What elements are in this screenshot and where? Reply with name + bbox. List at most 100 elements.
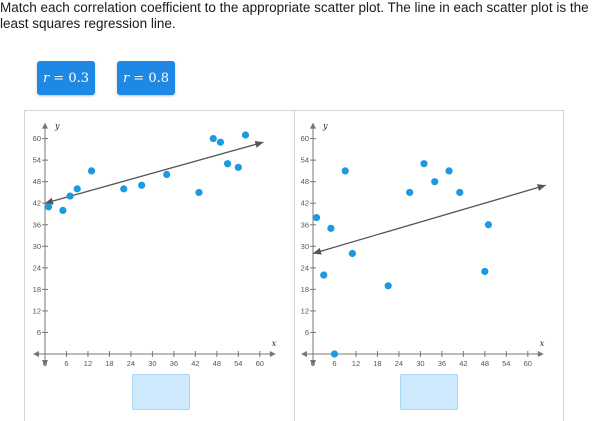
x-tick-label: 36 [170, 359, 178, 368]
y-tick-label: 60 [301, 134, 309, 143]
y-tick-label: 54 [33, 156, 41, 165]
data-point [481, 267, 489, 276]
x-tick-label: 30 [416, 359, 424, 368]
data-point [59, 206, 67, 214]
plots-workspace: 0 6 12 18 24 30 36 42 48 54 60 6 12 18 24 30 36 42 48 54 60 x… [24, 110, 564, 421]
y-tick-label: 30 [33, 242, 41, 251]
y-tick-label: 6 [37, 328, 41, 337]
tile-value: 0.8 [148, 70, 170, 86]
x-axis-arrow [269, 351, 276, 357]
data-point [330, 350, 339, 358]
data-point [406, 188, 414, 197]
data-point [66, 192, 74, 200]
x-tick-label: 60 [524, 359, 532, 368]
x-tick-label: 42 [191, 359, 199, 368]
tile-variable: r [42, 70, 50, 86]
x-tick-label: 6 [332, 359, 336, 368]
regression-line [312, 184, 546, 255]
data-point [341, 167, 349, 175]
x-tick-label: 18 [373, 359, 381, 368]
data-point [431, 178, 439, 186]
tile-equals: = [129, 70, 149, 86]
data-point [216, 138, 225, 146]
y-axis-label: y [54, 122, 60, 131]
data-point [312, 213, 321, 222]
data-point [484, 221, 493, 229]
regression-arrow-start [45, 197, 54, 205]
data-point [163, 170, 171, 179]
x-tick-label: 48 [481, 359, 489, 368]
answer-drop-zone-1[interactable] [132, 374, 190, 410]
scatter-plot-panel-1: 0 6 12 18 24 30 36 42 48 54 60 6 12 18 24 30 36 42 48 54 60 x… [25, 111, 293, 421]
scatter-plot-1: 0 6 12 18 24 30 36 42 48 54 60 6 12 18 24 30 36 42 48 54 60 x… [33, 122, 277, 368]
x-axis-arrow [537, 351, 544, 357]
answer-tile-r-0-3[interactable]: r = 0.3 [37, 61, 95, 95]
answer-drop-zone-2[interactable] [400, 374, 458, 410]
instructions-text: Match each correlation coefficient to th… [0, 0, 589, 31]
y-tick-label: 42 [301, 199, 309, 208]
x-tick-label: 0 [311, 359, 315, 368]
x-tick-label: 18 [105, 359, 113, 368]
x-tick-label: 6 [64, 359, 68, 368]
y-axis-arrow [42, 122, 48, 129]
y-tick-label: 48 [33, 177, 41, 186]
data-point [445, 167, 453, 175]
data-point [87, 167, 96, 175]
data-point [456, 188, 464, 197]
x-tick-label: 12 [84, 359, 92, 368]
data-point [138, 181, 146, 189]
x-axis-label: x [272, 339, 277, 348]
data-point [420, 160, 428, 168]
y-tick-label: 24 [301, 263, 309, 272]
x-tick-label: 54 [502, 359, 510, 368]
data-point [195, 188, 203, 197]
x-tick-label: 12 [352, 359, 360, 368]
data-point [320, 271, 328, 279]
data-point [73, 185, 81, 193]
x-tick-label: 24 [395, 359, 403, 368]
x-tick-label: 36 [438, 359, 446, 368]
x-tick-label: 60 [256, 359, 264, 368]
y-tick-label: 54 [301, 156, 309, 165]
x-tick-label: 24 [127, 359, 135, 368]
data-point [120, 185, 128, 193]
y-tick-label: 18 [33, 285, 41, 294]
y-tick-label: 12 [301, 306, 309, 315]
x-axis-arrow-left [33, 351, 39, 357]
y-axis-arrow [310, 122, 316, 129]
y-tick-label: 60 [33, 134, 41, 143]
x-tick-label: 42 [459, 359, 467, 368]
x-tick-label: 0 [43, 359, 47, 368]
y-axis-label: y [322, 122, 328, 131]
y-tick-label: 6 [305, 328, 309, 337]
data-point [384, 282, 392, 290]
y-tick-label: 30 [301, 242, 309, 251]
y-tick-label: 36 [33, 220, 41, 229]
x-tick-label: 54 [234, 359, 242, 368]
y-axis-arrow-down [42, 360, 48, 366]
data-point [234, 163, 242, 171]
regression-arrow-start [313, 247, 322, 255]
answer-tile-r-0-8[interactable]: r = 0.8 [117, 61, 175, 95]
data-point [44, 203, 53, 211]
y-tick-label: 48 [301, 177, 309, 186]
x-tick-label: 30 [148, 359, 156, 368]
data-point [223, 160, 232, 168]
scatter-plot-panel-2: 0 6 12 18 24 30 36 42 48 54 60 6 12 18 24 30 36 42 48 54 60 x… [294, 111, 563, 421]
tile-variable: r [122, 70, 130, 86]
x-axis-label: x [540, 339, 545, 348]
data-point [241, 131, 250, 139]
tile-equals: = [49, 70, 69, 86]
scatter-plot-2: 0 6 12 18 24 30 36 42 48 54 60 6 12 18 24 30 36 42 48 54 60 x… [301, 122, 546, 368]
y-tick-label: 12 [33, 306, 41, 315]
x-tick-label: 48 [213, 359, 221, 368]
data-point [209, 135, 217, 143]
tile-value: 0.3 [68, 70, 90, 86]
x-axis-arrow-left [301, 351, 307, 357]
regression-arrow [254, 140, 264, 148]
y-tick-label: 24 [33, 263, 41, 272]
y-tick-label: 36 [301, 220, 309, 229]
y-tick-label: 42 [33, 199, 41, 208]
data-point [327, 224, 335, 232]
data-point [348, 249, 356, 258]
